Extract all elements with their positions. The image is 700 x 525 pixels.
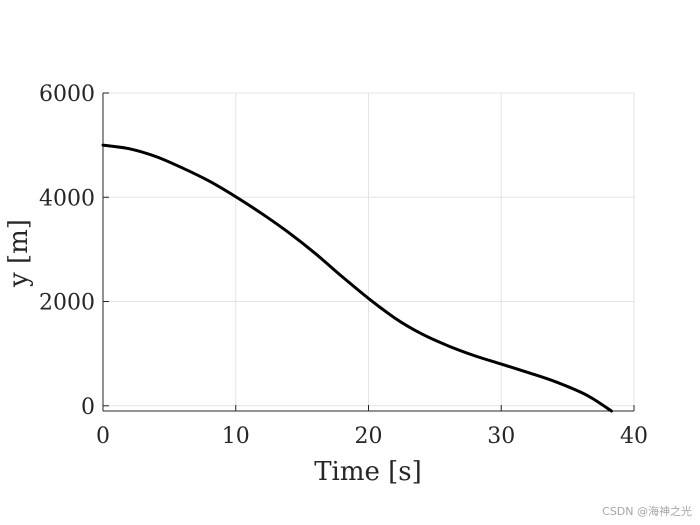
x-axis-ticks: 0 10 20 30 40 — [96, 405, 648, 449]
x-tick-label: 20 — [355, 424, 383, 449]
x-tick-label: 10 — [222, 424, 250, 449]
x-tick-label: 40 — [620, 424, 648, 449]
x-tick-label: 30 — [487, 424, 515, 449]
y-axis-ticks: 0 2000 4000 6000 — [39, 82, 109, 420]
series-layer — [101, 143, 613, 413]
series-line — [101, 143, 613, 413]
y-tick-label: 6000 — [39, 82, 95, 107]
y-tick-label: 4000 — [39, 186, 95, 211]
y-axis-label: y [m] — [4, 219, 34, 288]
y-tick-label: 2000 — [39, 291, 95, 316]
x-axis-label: Time [s] — [314, 457, 422, 487]
watermark: CSDN @海神之光 — [602, 505, 692, 518]
y-tick-label: 0 — [81, 395, 95, 420]
x-tick-label: 0 — [96, 424, 110, 449]
grid-lines — [102, 92, 635, 411]
